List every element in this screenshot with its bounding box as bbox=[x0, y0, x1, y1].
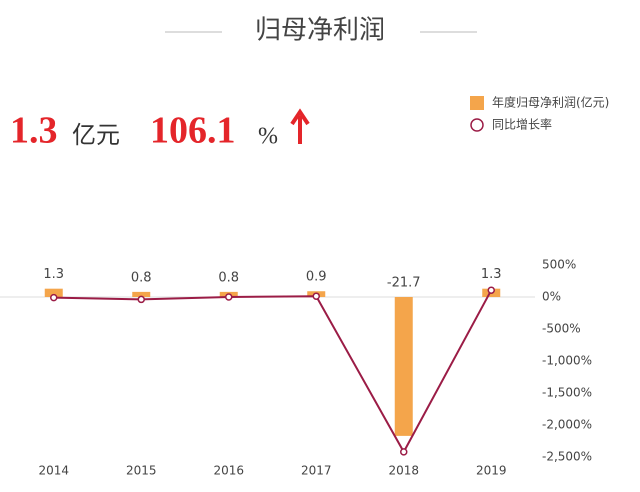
y2-tick-label: 500% bbox=[542, 258, 576, 272]
x-tick-label: 2014 bbox=[38, 464, 69, 478]
bar-value-label: 0.9 bbox=[306, 270, 327, 285]
legend-label: 年度归母净利润(亿元) bbox=[492, 95, 609, 110]
x-tick-label: 2016 bbox=[213, 464, 244, 478]
y2-tick-label: -1,000% bbox=[542, 354, 592, 368]
x-tick-label: 2015 bbox=[126, 464, 157, 478]
bar bbox=[132, 291, 151, 297]
bar-value-label: 0.8 bbox=[218, 270, 239, 285]
legend-label: 同比增长率 bbox=[492, 117, 552, 132]
growth-line bbox=[53, 289, 493, 454]
line-point bbox=[312, 292, 320, 300]
bar bbox=[394, 297, 413, 436]
y2-tick-label: -500% bbox=[542, 322, 581, 336]
x-tick-label: 2018 bbox=[388, 464, 419, 478]
bar-value-label: 0.8 bbox=[131, 270, 152, 285]
chart-title: 归母净利润 bbox=[255, 16, 385, 46]
bar-value-label: 1.3 bbox=[481, 267, 502, 282]
line-point bbox=[225, 293, 233, 301]
line-point bbox=[137, 295, 145, 304]
headline-unit: 亿元 bbox=[72, 121, 120, 149]
bar-value-label: 1.3 bbox=[43, 267, 64, 282]
y2-tick-label: 0% bbox=[542, 290, 561, 304]
x-tick-label: 2017 bbox=[301, 464, 332, 478]
legend-swatch bbox=[470, 96, 484, 110]
legend-swatch bbox=[470, 118, 484, 132]
y2-tick-label: -2,500% bbox=[542, 450, 592, 464]
y2-tick-label: -2,000% bbox=[542, 418, 592, 432]
bar-value-label: -21.7 bbox=[387, 276, 421, 291]
up-arrow bbox=[290, 108, 310, 144]
line-point bbox=[400, 448, 408, 456]
line-point bbox=[487, 286, 495, 294]
line-point bbox=[50, 293, 58, 302]
bar bbox=[44, 288, 63, 297]
headline-rate-unit: % bbox=[258, 124, 278, 150]
y2-tick-label: -1,500% bbox=[542, 386, 592, 400]
headline-value: 1.3 bbox=[10, 110, 58, 152]
headline-rate: 106.1 bbox=[150, 110, 236, 152]
x-tick-label: 2019 bbox=[476, 464, 507, 478]
